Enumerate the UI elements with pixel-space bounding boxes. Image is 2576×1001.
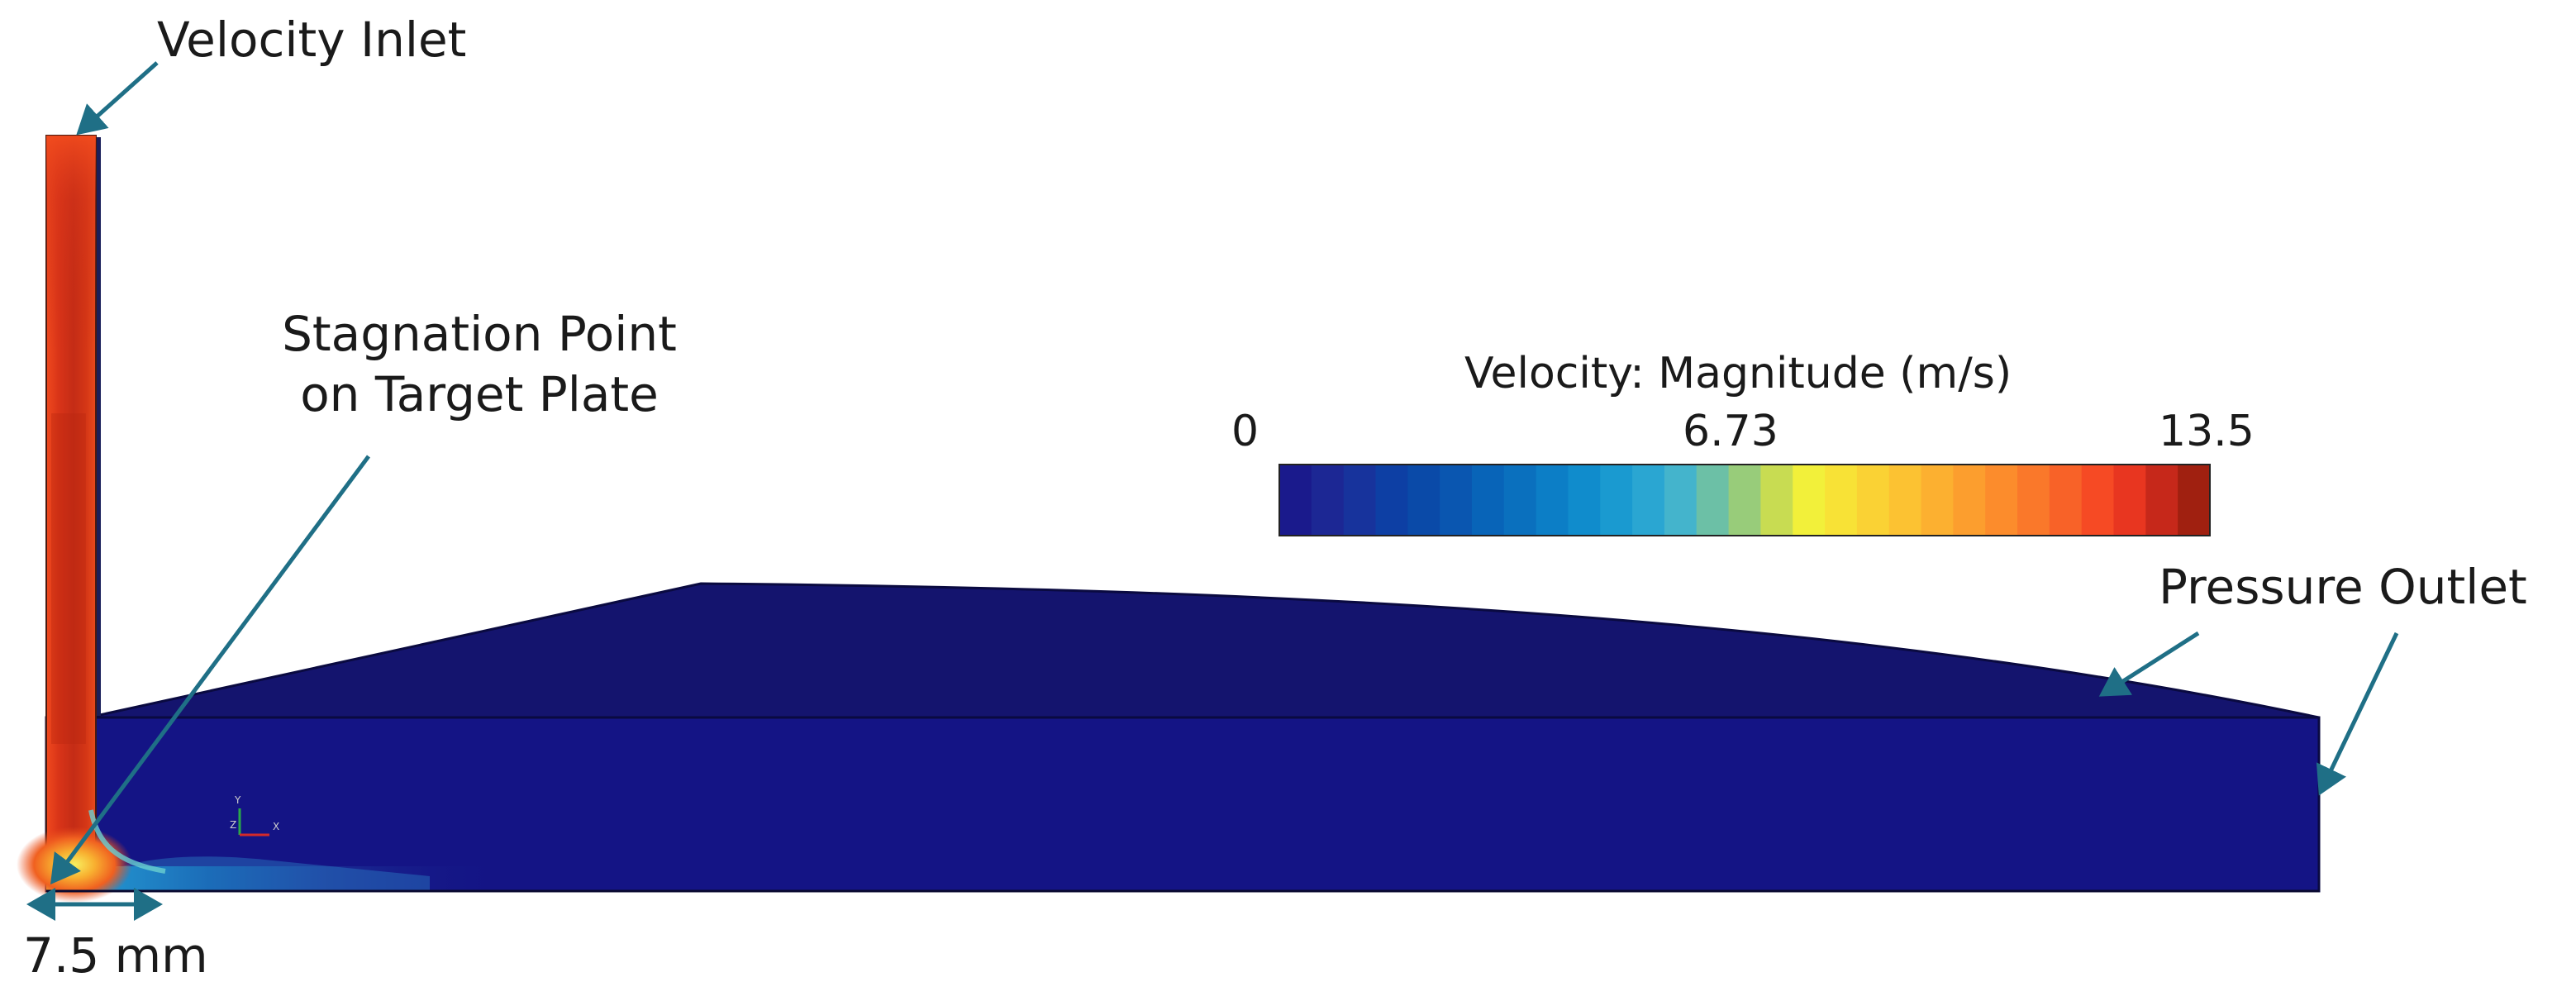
colorbar-segment	[1696, 465, 1730, 536]
axis-x-label: X	[273, 821, 279, 832]
velocity-inlet-label: Velocity Inlet	[157, 12, 467, 68]
colorbar-mid-label: 6.73	[1683, 407, 1778, 456]
colorbar-segment	[1440, 465, 1473, 536]
colorbar-frame	[1278, 464, 2211, 536]
colorbar-segment	[1471, 465, 1505, 536]
colorbar-title: Velocity: Magnitude (m/s)	[1464, 349, 2012, 398]
upper-fluid-region	[94, 582, 2320, 719]
pressure-outlet-label: Pressure Outlet	[2159, 559, 2527, 615]
colorbar-segment	[2178, 465, 2211, 536]
inlet-arrow	[76, 61, 159, 136]
colorbar	[1278, 464, 2211, 536]
colorbar-segment	[2017, 465, 2050, 536]
colorbar-min-label: 0	[1231, 407, 1259, 456]
colorbar-segment	[1760, 465, 1793, 536]
colorbar-segment	[2081, 465, 2115, 536]
stagnation-point-label: Stagnation Point on Target Plate	[264, 304, 694, 424]
colorbar-segment	[1793, 465, 1826, 536]
colorbar-segment	[2113, 465, 2146, 536]
colorbar-segment	[1503, 465, 1537, 536]
colorbar-segment	[1825, 465, 1858, 536]
colorbar-segment	[1921, 465, 1954, 536]
colorbar-segment	[1888, 465, 1922, 536]
colorbar-segment	[1953, 465, 1986, 536]
dimension-label: 7.5 mm	[23, 927, 208, 984]
colorbar-max-label: 13.5	[2159, 407, 2255, 456]
outlet-arrow-side	[2316, 632, 2399, 796]
colorbar-segment	[1375, 465, 1408, 536]
axis-triad: Y X Z	[230, 794, 279, 837]
wall-jet-spread	[83, 856, 430, 891]
colorbar-segment	[1568, 465, 1601, 536]
colorbar-segment	[1279, 465, 1312, 536]
colorbar-segment	[1343, 465, 1377, 536]
colorbar-segment	[1985, 465, 2018, 536]
jet-inlet-highlight	[46, 136, 96, 350]
colorbar-segment	[1311, 465, 1345, 536]
colorbar-segment	[1600, 465, 1633, 536]
colorbar-segment	[1728, 465, 1762, 536]
colorbar-segment	[2049, 465, 2083, 536]
colorbar-segment	[2145, 465, 2178, 536]
stagnation-label-line1: Stagnation Point	[282, 306, 677, 362]
stagnation-label-line2: on Target Plate	[300, 365, 659, 422]
outlet-arrow-top	[2098, 631, 2200, 697]
colorbar-segment	[1407, 465, 1440, 536]
colorbar-segment	[1856, 465, 1890, 536]
axis-z-label: Z	[230, 819, 236, 831]
colorbar-segment	[1664, 465, 1697, 536]
axis-y-label: Y	[234, 794, 241, 806]
shear-layer	[88, 809, 166, 874]
colorbar-segment	[1536, 465, 1569, 536]
stagnation-arrow	[50, 455, 371, 885]
colorbar-segment	[1632, 465, 1665, 536]
jet-core-shade	[51, 413, 86, 744]
fluid-domain	[45, 716, 2321, 893]
